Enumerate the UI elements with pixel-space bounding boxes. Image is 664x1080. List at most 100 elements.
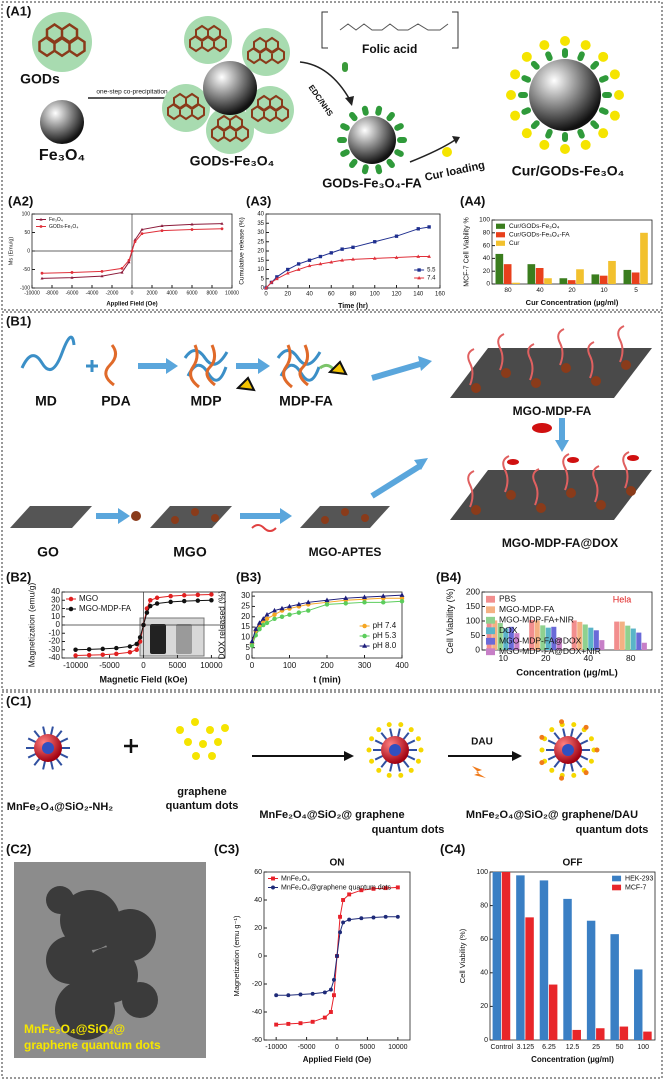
marker (264, 616, 270, 622)
arrow-head (280, 508, 292, 524)
dot (398, 772, 404, 778)
y-tick-label: -20 (252, 981, 262, 988)
y-tick-label: 0 (261, 286, 265, 292)
bar (571, 620, 577, 650)
spike (59, 737, 69, 744)
y-tick-label: 10 (257, 267, 264, 273)
spike (49, 726, 54, 736)
marker (324, 597, 330, 603)
bar (619, 1026, 629, 1040)
marker (286, 1021, 291, 1026)
legend-label: 7.4 (427, 276, 436, 282)
sheet (450, 348, 652, 398)
marker (264, 620, 270, 626)
marker (261, 622, 266, 628)
panel-label: (A4) (460, 193, 485, 208)
marker (154, 595, 160, 601)
scheme-a: GODs Fe₃O₄ one-step co-precipitation GOD… (20, 10, 624, 190)
x-tick-label: 25 (592, 1044, 600, 1051)
dot (386, 722, 392, 728)
quantum-dot (184, 738, 192, 746)
y-tick-label: 25 (241, 602, 250, 611)
spike (49, 760, 54, 770)
marker (253, 626, 259, 631)
legend-swatch (486, 648, 495, 656)
chain (467, 348, 475, 386)
bar (641, 642, 647, 650)
particle (211, 514, 219, 522)
folate (521, 107, 532, 115)
marker (73, 647, 78, 652)
marker (324, 602, 330, 607)
legend-label: GODs-Fe₃O₄ (49, 224, 78, 230)
vial (176, 624, 192, 654)
dau (559, 719, 565, 725)
arrow (409, 139, 456, 163)
legend-marker (417, 275, 421, 280)
marker (168, 593, 173, 599)
marker (372, 256, 377, 260)
marker (340, 247, 344, 251)
label: Folic acid (362, 42, 417, 56)
y-tick-label: -30 (48, 645, 60, 654)
marker (399, 599, 405, 604)
sphere (529, 59, 601, 131)
series-line (265, 226, 430, 289)
series-line (265, 256, 430, 289)
marker (399, 592, 405, 597)
label: MnFe₂O₄@SiO₂@ graphene (259, 809, 404, 821)
folate (562, 48, 568, 58)
x-tick-label: 100 (370, 292, 381, 298)
legend-swatch (496, 232, 505, 238)
x-axis-label: Magnetic Field (kOe) (99, 674, 187, 684)
bar (539, 880, 549, 1040)
folate (518, 92, 528, 98)
y-tick-label: 100 (22, 211, 31, 217)
sphere (40, 100, 84, 144)
spike (380, 759, 388, 768)
folate (361, 105, 369, 116)
spike (562, 762, 567, 772)
bar (599, 275, 608, 284)
dau (539, 734, 545, 740)
label: MGO-MDP-FA@DOX (502, 536, 618, 550)
core (389, 744, 401, 756)
y-tick-label: 20 (257, 249, 264, 255)
core (562, 744, 574, 756)
bar (614, 621, 620, 650)
curcumin (560, 144, 570, 154)
marker (168, 599, 173, 605)
x-tick-label: 12.5 (566, 1044, 580, 1051)
core (42, 742, 54, 754)
annotation: Hela (613, 594, 632, 604)
y-tick-label: 40 (254, 897, 262, 904)
curcumin (580, 139, 591, 150)
label: quantum dots (576, 824, 649, 836)
chain (617, 325, 625, 363)
curcumin (580, 40, 591, 51)
chain (189, 344, 217, 389)
arrow-head (345, 96, 354, 106)
legend-label: MnFe₂O₄@graphene quantum dots (281, 884, 391, 891)
bar (495, 253, 504, 284)
sheet (150, 506, 232, 528)
y-tick-label: 0 (56, 620, 61, 629)
arrow-head (452, 136, 460, 144)
folate (337, 137, 347, 143)
marker (340, 258, 344, 262)
marker (114, 645, 119, 651)
legend-label: Fe₃O₄ (49, 217, 63, 223)
marker (318, 254, 323, 259)
label: quantum dots (166, 800, 239, 812)
y-tick-label: 20 (480, 1003, 488, 1010)
x-tick-label: 0 (264, 292, 268, 298)
arrow-head (118, 508, 130, 524)
x-tick-label: 5000 (169, 661, 187, 670)
sphere (203, 61, 257, 115)
x-tick-label: 300 (358, 661, 372, 670)
folate (340, 149, 350, 157)
label: graphene (177, 786, 227, 798)
dot (549, 767, 555, 773)
y-tick-label: 0 (484, 1037, 488, 1044)
spike (553, 759, 561, 768)
